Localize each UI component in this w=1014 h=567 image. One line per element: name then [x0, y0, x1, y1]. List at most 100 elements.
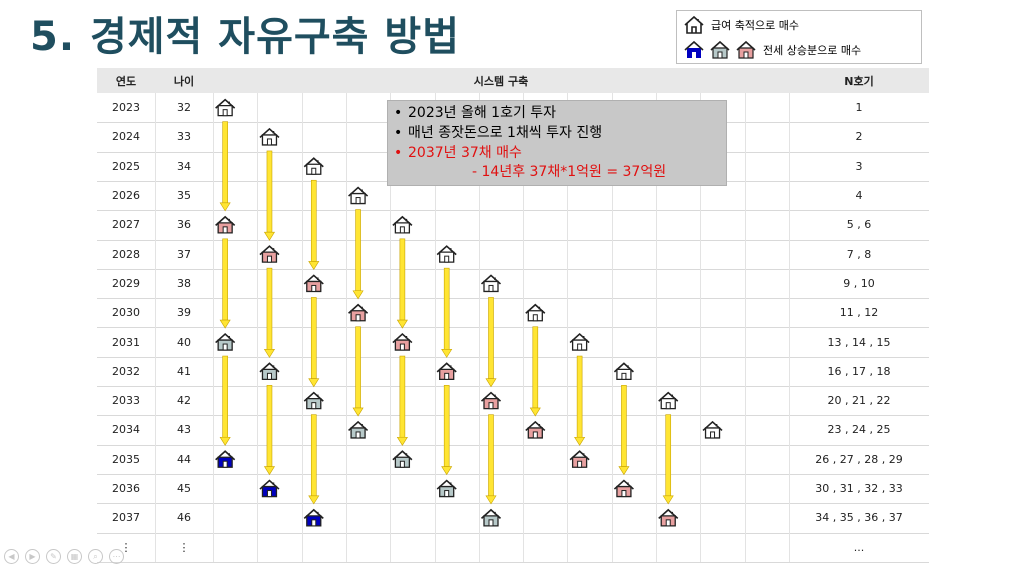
cell-year: 2033: [112, 394, 140, 408]
cell-year: 2027: [112, 218, 140, 232]
down-arrow: [308, 179, 320, 271]
column-divider: [434, 93, 436, 562]
cell-n: 23 , 24 , 25: [827, 423, 891, 437]
cell-n: 20 , 21 , 22: [827, 394, 891, 408]
prev-slide-icon[interactable]: ◀: [4, 549, 19, 564]
slide-title: 5. 경제적 자유구축 방법: [30, 14, 461, 60]
row-divider: [97, 268, 929, 270]
cell-year: 2029: [112, 276, 140, 290]
house-pink-icon: [525, 420, 546, 439]
cell-age: 37: [177, 247, 191, 261]
cell-year: 2034: [112, 423, 140, 437]
cell-age: 41: [177, 364, 191, 378]
down-arrow: [529, 326, 541, 417]
house-outline-icon: [392, 215, 413, 234]
house-outline-icon: [348, 186, 369, 205]
note-item: • 2037년 37채 매수: [394, 145, 522, 161]
note-item: • 매년 종잣돈으로 1채씩 투자 진행: [394, 125, 603, 141]
down-arrow: [263, 267, 276, 358]
note-line-4: - 14년후 37채*1억원 = 37억원: [472, 164, 667, 180]
cell-n: 1: [855, 101, 863, 115]
down-arrow: [263, 150, 276, 241]
cell-year: 2035: [112, 452, 140, 466]
cell-age: 33: [177, 130, 191, 144]
note-line-2: 매년 종잣돈으로 1채씩 투자 진행: [408, 125, 603, 141]
column-header-year: 연도: [97, 68, 155, 93]
house-outline-icon: [215, 98, 236, 117]
house-pink-icon: [259, 245, 280, 263]
house-pink-icon: [613, 479, 634, 498]
cell-year: 2037: [112, 511, 140, 525]
down-arrow: [574, 355, 586, 446]
row-divider: [97, 386, 929, 387]
cell-year: 2024: [112, 130, 140, 144]
house-pink-icon: [658, 508, 679, 527]
house-outline-icon: [658, 391, 679, 410]
legend-label-salary: 급여 축적으로 매수: [711, 19, 799, 32]
column-divider: [478, 93, 480, 562]
note-item: • 2023년 올해 1호기 투자: [394, 105, 557, 121]
house-outline-icon: [303, 157, 324, 175]
down-arrow: [219, 355, 231, 446]
down-arrow: [219, 121, 231, 212]
cell-age: 42: [177, 394, 191, 408]
row-divider: [97, 356, 929, 358]
cell-year: 2031: [112, 335, 140, 349]
slides-grid-icon[interactable]: ▦: [67, 549, 82, 564]
down-arrow: [441, 385, 453, 476]
house-pink-icon: [436, 362, 457, 381]
cell-age: 32: [177, 101, 191, 115]
cell-year: 2028: [112, 247, 140, 261]
down-arrow: [308, 297, 320, 388]
pen-icon[interactable]: ✎: [46, 549, 61, 564]
cell-n: 2: [855, 130, 863, 144]
house-pink-icon: [569, 450, 590, 468]
down-arrow: [485, 297, 497, 388]
more-options-icon[interactable]: ⋯: [109, 549, 124, 564]
zoom-icon[interactable]: ⌕: [88, 549, 103, 564]
column-divider: [301, 93, 303, 562]
house-gray-icon: [303, 391, 324, 410]
row-divider: [97, 503, 929, 505]
summary-note-box: • 2023년 올해 1호기 투자 • 매년 종잣돈으로 1채씩 투자 진행 • 20…: [387, 100, 727, 186]
next-slide-icon[interactable]: ▶: [25, 549, 40, 564]
house-outline-icon: [613, 362, 634, 381]
column-divider: [213, 93, 214, 562]
column-divider: [789, 93, 790, 562]
house-gray-icon: [480, 508, 502, 527]
cell-n: 4: [855, 189, 863, 203]
down-arrow: [352, 209, 364, 300]
cell-n: 7 , 8: [846, 247, 872, 261]
house-blue-icon: [684, 40, 704, 58]
house-pink-icon: [480, 391, 502, 410]
cell-n: 9 , 10: [843, 276, 875, 290]
cell-year: 2030: [112, 306, 140, 320]
house-pink-icon: [392, 332, 413, 351]
house-outline-icon: [436, 245, 457, 263]
legend: 급여 축적으로 매수 전세 상승분으로 매수: [676, 10, 922, 64]
cell-n: 11 , 12: [839, 306, 879, 320]
cell-year: 2023: [112, 101, 140, 115]
column-divider: [257, 93, 259, 562]
column-divider: [345, 93, 347, 562]
column-divider: [567, 93, 569, 562]
column-divider: [700, 93, 702, 562]
cell-n: 3: [855, 159, 863, 173]
cell-age: 46: [177, 511, 191, 525]
cell-age: 43: [177, 423, 191, 437]
house-pink-icon: [215, 215, 236, 234]
cell-year: 2026: [112, 189, 140, 203]
down-arrow: [352, 326, 364, 417]
cell-age: 40: [177, 335, 191, 349]
column-header-n: N호기: [789, 68, 929, 93]
house-outline-icon: [702, 420, 723, 439]
legend-item-jeonse: 전세 상승분으로 매수: [683, 39, 861, 61]
cell-n: 26 , 27 , 28 , 29: [815, 452, 903, 466]
cell-age: 44: [177, 452, 191, 466]
cell-age: 45: [177, 482, 191, 496]
cell-n: 5 , 6: [846, 218, 872, 232]
note-line-1: 2023년 올해 1호기 투자: [408, 105, 557, 121]
row-divider: [97, 210, 929, 212]
house-outline-icon: [569, 332, 590, 351]
